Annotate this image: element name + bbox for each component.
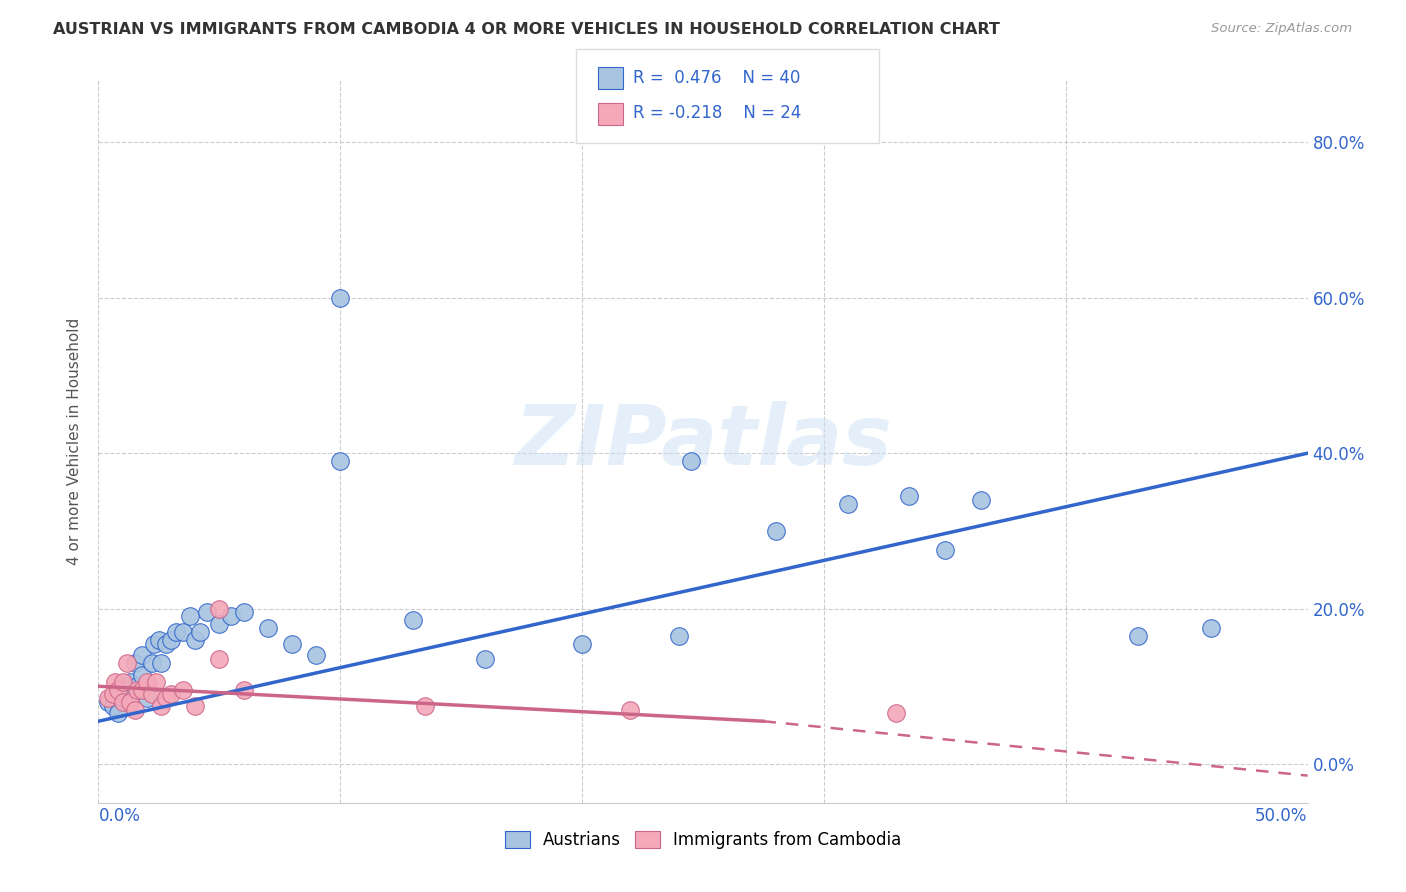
Point: [188, 624, 211, 639]
Point: [111, 695, 134, 709]
Point: [474, 652, 496, 666]
Point: [135, 690, 157, 705]
Point: [101, 698, 124, 713]
Point: [111, 690, 134, 705]
Point: [837, 497, 859, 511]
Text: R =  0.476    N = 40: R = 0.476 N = 40: [633, 69, 800, 87]
Text: R = -0.218    N = 24: R = -0.218 N = 24: [633, 104, 801, 122]
Point: [150, 656, 173, 670]
Point: [145, 675, 167, 690]
Point: [124, 702, 146, 716]
Point: [117, 683, 139, 698]
Point: [160, 632, 183, 647]
Point: [256, 621, 278, 635]
Point: [104, 675, 127, 690]
Point: [172, 624, 194, 639]
Point: [101, 687, 124, 701]
Point: [131, 683, 153, 698]
Point: [135, 675, 157, 690]
Point: [155, 636, 177, 650]
Point: [970, 492, 993, 507]
Point: [305, 648, 328, 663]
Point: [195, 606, 218, 620]
Point: [131, 667, 153, 681]
Point: [150, 698, 173, 713]
Point: [1128, 629, 1150, 643]
Point: [208, 601, 231, 615]
Point: [232, 683, 254, 698]
Legend: Austrians, Immigrants from Cambodia: Austrians, Immigrants from Cambodia: [498, 824, 908, 856]
Point: [934, 543, 956, 558]
Point: [232, 606, 254, 620]
Point: [141, 687, 163, 701]
Point: [118, 695, 141, 709]
Point: [184, 632, 207, 647]
Point: [329, 291, 352, 305]
Point: [107, 706, 129, 721]
Point: [184, 698, 207, 713]
Point: [886, 706, 908, 721]
Point: [765, 524, 787, 538]
Point: [160, 687, 183, 701]
Point: [111, 675, 134, 690]
Text: 0.0%: 0.0%: [98, 806, 141, 825]
Point: [413, 698, 436, 713]
Point: [107, 683, 129, 698]
Text: AUSTRIAN VS IMMIGRANTS FROM CAMBODIA 4 OR MORE VEHICLES IN HOUSEHOLD CORRELATION: AUSTRIAN VS IMMIGRANTS FROM CAMBODIA 4 O…: [53, 22, 1000, 37]
Point: [131, 648, 153, 663]
Point: [141, 656, 163, 670]
Point: [329, 454, 352, 468]
Point: [208, 652, 231, 666]
Point: [127, 683, 149, 698]
Point: [124, 656, 146, 670]
Point: [897, 489, 920, 503]
Point: [1199, 621, 1222, 635]
Point: [221, 609, 243, 624]
Point: [155, 690, 177, 705]
Point: [97, 695, 120, 709]
Text: ZIPatlas: ZIPatlas: [515, 401, 891, 482]
Point: [117, 656, 139, 670]
Y-axis label: 4 or more Vehicles in Household: 4 or more Vehicles in Household: [67, 318, 83, 566]
Point: [111, 679, 134, 693]
Point: [148, 632, 170, 647]
Point: [118, 675, 141, 690]
Text: Source: ZipAtlas.com: Source: ZipAtlas.com: [1212, 22, 1353, 36]
Text: 50.0%: 50.0%: [1256, 806, 1308, 825]
Point: [668, 629, 690, 643]
Point: [165, 624, 187, 639]
Point: [619, 702, 641, 716]
Point: [97, 690, 120, 705]
Point: [143, 636, 166, 650]
Point: [679, 454, 702, 468]
Point: [402, 613, 425, 627]
Point: [179, 609, 201, 624]
Point: [571, 636, 593, 650]
Point: [281, 636, 304, 650]
Point: [172, 683, 194, 698]
Point: [776, 120, 799, 134]
Point: [127, 679, 149, 693]
Point: [208, 617, 231, 632]
